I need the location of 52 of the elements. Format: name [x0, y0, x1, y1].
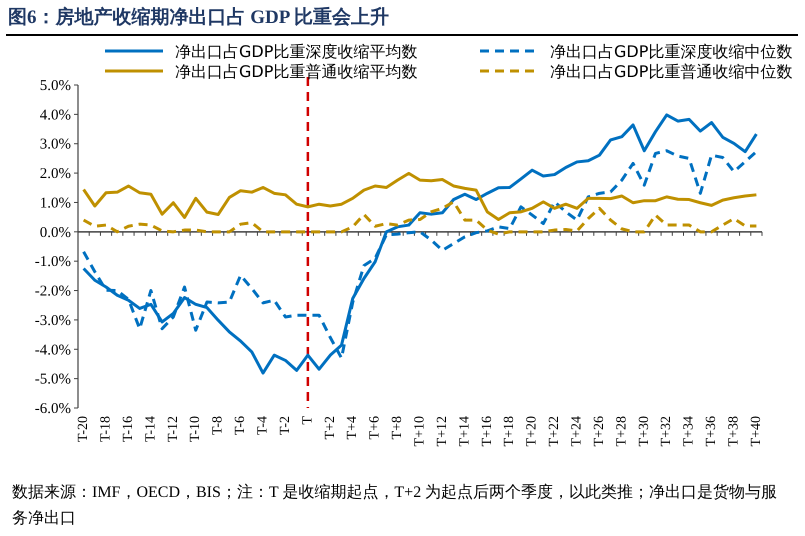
x-tick-label: T-18 [98, 416, 114, 442]
y-tick-label: 5.0% [40, 78, 71, 94]
x-tick-label: T+38 [726, 416, 742, 446]
y-tick-label: -4.0% [34, 342, 71, 358]
x-tick-label: T+40 [748, 416, 764, 446]
x-tick-label: T+10 [412, 416, 428, 446]
line-series [82, 113, 758, 375]
y-tick-label: 2.0% [40, 166, 71, 182]
y-tick-label: -5.0% [34, 372, 71, 388]
x-tick-label: T+14 [457, 416, 472, 446]
x-tick-label: T+32 [659, 416, 674, 446]
chart-title: 图6：房地产收缩期净出口占 GDP 比重会上升 [8, 6, 390, 30]
x-tick-label: T+30 [636, 416, 652, 446]
legend-label: 净出口占GDP比重深度收缩中位数 [550, 42, 792, 61]
x-tick-label: T-10 [188, 416, 204, 442]
x-tick-label: T-14 [143, 416, 158, 442]
line-series [82, 172, 758, 221]
x-tick-label: T+26 [592, 416, 607, 446]
y-tick-label: -1.0% [34, 254, 71, 270]
x-tick-label: T-6 [233, 416, 248, 435]
x-tick-label: T+4 [345, 416, 360, 440]
x-tick-label: T+22 [547, 416, 562, 446]
y-tick-label: 1.0% [40, 195, 71, 212]
source-note: 数据来源：IMF，OECD，BIS；注：T 是收缩期起点，T+2 为起点后两个季度，以此类推；净出口是货物与服务净出口 [12, 482, 778, 529]
x-tick-label: T-20 [76, 416, 92, 442]
y-tick-label: -3.0% [34, 312, 71, 329]
y-tick-label: 0.0% [40, 224, 71, 241]
legend-label: 净出口占GDP比重普通收缩中位数 [550, 62, 792, 81]
x-tick-label: T [300, 416, 316, 425]
x-tick-label: T-4 [256, 416, 271, 435]
y-tick-label: -2.0% [34, 284, 71, 300]
legend-label: 净出口占GDP比重普通收缩平均数 [175, 62, 418, 81]
line-series [82, 200, 758, 236]
x-tick-label: T+34 [682, 416, 697, 446]
x-tick-label: T-16 [120, 416, 136, 442]
x-tick-label: T+2 [322, 416, 338, 440]
x-tick-label: T+18 [502, 416, 518, 446]
x-tick-label: T+12 [434, 416, 450, 446]
x-tick-label: T+28 [614, 416, 630, 446]
x-tick-label: T+16 [480, 416, 495, 446]
x-tick-label: T-8 [210, 416, 226, 435]
legend-label: 净出口占GDP比重深度收缩平均数 [175, 42, 418, 61]
x-tick-label: T-2 [278, 416, 293, 435]
x-tick-label: T+24 [569, 416, 584, 446]
x-tick-label: T+36 [704, 416, 720, 446]
x-tick-label: T-12 [166, 416, 181, 442]
x-tick-label: T+6 [368, 416, 383, 440]
y-tick-label: 4.0% [40, 107, 71, 124]
y-tick-label: -6.0% [34, 401, 71, 417]
y-tick-label: 3.0% [40, 136, 71, 153]
x-tick-label: T+20 [524, 416, 540, 446]
x-tick-label: T+8 [390, 416, 406, 440]
